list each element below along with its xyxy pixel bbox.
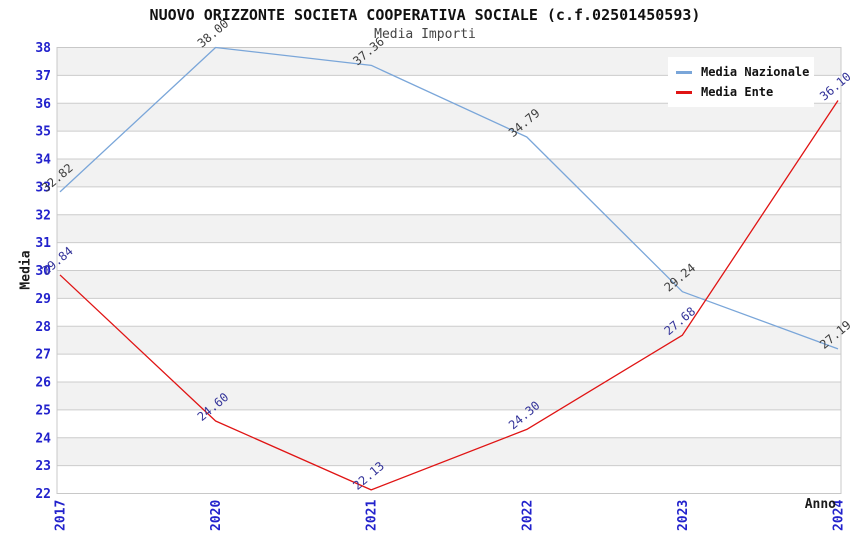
y-tick-label: 26	[35, 376, 51, 391]
legend-label: Media Ente	[701, 85, 774, 99]
band	[57, 270, 841, 299]
y-tick-label: 27	[35, 348, 51, 363]
band	[57, 214, 841, 243]
chart-title: NUOVO ORIZZONTE SOCIETA COOPERATIVA SOCI…	[149, 6, 701, 24]
band	[57, 186, 841, 215]
y-tick-label: 25	[35, 403, 51, 418]
band	[57, 465, 841, 494]
band	[57, 326, 841, 355]
band	[57, 382, 841, 410]
y-tick-label: 24	[35, 431, 51, 446]
y-tick-label: 32	[35, 208, 51, 223]
legend: Media Nazionale Media Ente	[668, 57, 814, 107]
band	[57, 242, 841, 271]
series-line-media-nazionale	[59, 46, 839, 350]
y-tick-label: 23	[35, 459, 51, 474]
y-tick-label: 29	[35, 292, 51, 307]
band	[57, 409, 841, 438]
y-axis-title: Media	[18, 250, 34, 290]
y-tick-label: 36	[35, 97, 51, 112]
x-tick-label: 2023	[676, 500, 691, 531]
y-tick-label: 28	[35, 320, 51, 335]
data-label: 38.00	[195, 16, 232, 50]
band	[57, 354, 841, 382]
y-tick-label: 34	[35, 153, 51, 168]
legend-label: Media Nazionale	[701, 65, 810, 79]
x-tick-label: 2021	[365, 500, 380, 531]
y-tick-label: 37	[35, 69, 51, 84]
y-tick-labels: 22 23 24 25 26 27 28 29 30 31 32 33 34 35 36 37 38	[35, 41, 51, 502]
x-tick-label: 2022	[520, 500, 535, 531]
band	[57, 103, 841, 132]
y-tick-label: 33	[35, 180, 51, 195]
plot-bands	[57, 47, 841, 494]
y-tick-label: 30	[35, 264, 51, 279]
x-tick-label: 2024	[832, 500, 847, 531]
red-line-swatch-icon	[676, 90, 692, 94]
y-tick-label: 38	[35, 41, 51, 56]
band	[57, 131, 841, 159]
x-tick-label: 2017	[54, 500, 69, 531]
band	[57, 437, 841, 466]
series-line-media-ente	[59, 100, 839, 491]
plot-border	[56, 47, 842, 494]
legend-item-media-nazionale: Media Nazionale	[676, 62, 814, 82]
y-tick-label: 35	[35, 125, 51, 140]
x-tick-labels: 2017 2020 2021 2022 2023 2024	[54, 500, 847, 531]
blue-line-swatch-icon	[676, 70, 692, 74]
band	[57, 298, 841, 327]
y-tick-label: 31	[35, 236, 51, 251]
legend-item-media-ente: Media Ente	[676, 82, 814, 102]
x-axis-title: Anno	[804, 497, 836, 512]
chart-subtitle: Media Importi	[374, 27, 476, 42]
y-tick-label: 22	[35, 487, 51, 502]
x-tick-label: 2020	[209, 500, 224, 531]
band	[57, 159, 841, 187]
